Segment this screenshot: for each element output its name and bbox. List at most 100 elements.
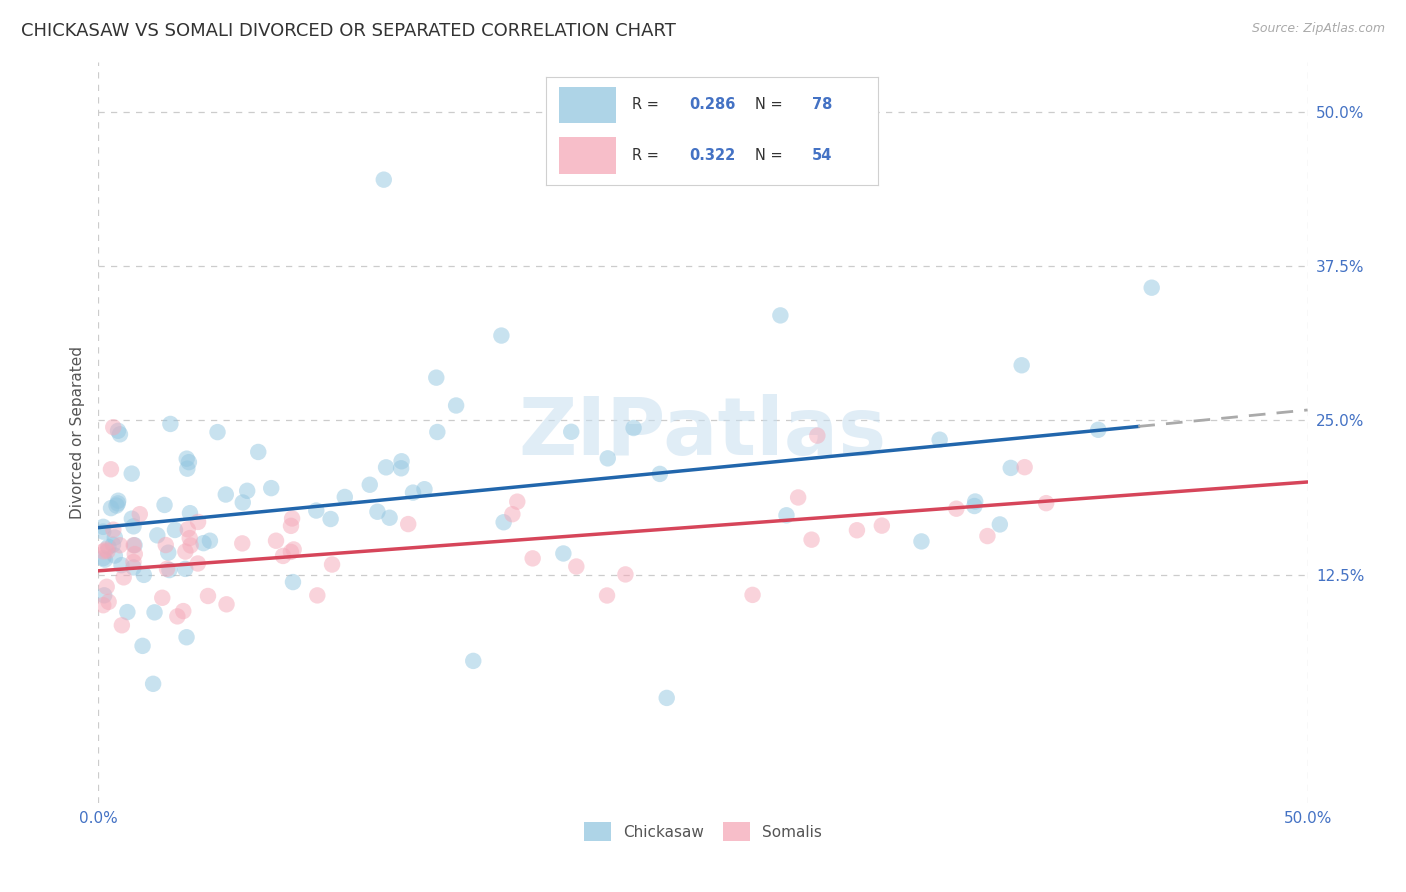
Point	[1140, 281, 1163, 295]
Point	[305, 503, 328, 517]
Point	[1011, 358, 1033, 372]
Point	[180, 538, 202, 552]
Point	[193, 536, 215, 550]
Point	[506, 494, 529, 508]
Point	[150, 591, 173, 605]
Point	[121, 467, 143, 481]
Point	[103, 420, 125, 434]
Point	[91, 551, 114, 566]
Point	[271, 549, 294, 563]
Point	[157, 546, 180, 560]
Point	[100, 462, 122, 476]
Point	[159, 417, 181, 431]
Point	[945, 501, 967, 516]
Point	[787, 491, 810, 505]
Point	[333, 490, 356, 504]
Point	[806, 428, 828, 442]
Point	[375, 460, 398, 475]
Point	[596, 451, 619, 466]
Point	[177, 455, 200, 469]
Point	[97, 595, 120, 609]
Point	[146, 528, 169, 542]
Point	[463, 654, 485, 668]
Point	[769, 309, 792, 323]
Point	[321, 558, 343, 572]
Point	[910, 534, 932, 549]
Point	[378, 510, 401, 524]
Point	[1087, 423, 1109, 437]
Point	[1035, 496, 1057, 510]
Point	[232, 495, 254, 509]
Point	[614, 567, 637, 582]
Point	[596, 589, 619, 603]
Point	[94, 542, 117, 557]
Point	[373, 172, 395, 186]
Point	[215, 487, 238, 501]
Point	[623, 421, 645, 435]
Point	[264, 533, 287, 548]
Point	[174, 544, 197, 558]
Point	[91, 520, 114, 534]
Point	[166, 609, 188, 624]
Point	[96, 580, 118, 594]
Point	[560, 425, 582, 439]
Point	[1000, 461, 1022, 475]
Point	[117, 605, 139, 619]
Point	[965, 494, 987, 508]
Point	[741, 588, 763, 602]
Point	[142, 677, 165, 691]
Point	[174, 562, 197, 576]
Point	[187, 515, 209, 529]
Point	[247, 445, 270, 459]
Point	[112, 570, 135, 584]
Point	[179, 506, 201, 520]
Point	[648, 467, 671, 481]
Point	[425, 370, 447, 384]
Point	[124, 538, 146, 552]
Y-axis label: Divorced or Separated: Divorced or Separated	[69, 346, 84, 519]
Point	[207, 425, 229, 439]
Point	[391, 454, 413, 468]
Point	[176, 630, 198, 644]
Point	[501, 507, 523, 521]
Point	[553, 546, 575, 560]
Point	[132, 567, 155, 582]
Point	[104, 531, 127, 545]
Point	[101, 538, 124, 552]
Point	[110, 558, 132, 573]
Point	[128, 507, 150, 521]
Point	[775, 508, 797, 523]
Point	[280, 545, 302, 559]
Point	[122, 555, 145, 569]
Point	[108, 538, 131, 552]
Point	[122, 560, 145, 574]
Point	[870, 518, 893, 533]
Point	[177, 522, 200, 536]
Point	[172, 604, 194, 618]
Point	[91, 598, 114, 612]
Point	[366, 505, 388, 519]
Point	[107, 493, 129, 508]
Legend: Chickasaw, Somalis: Chickasaw, Somalis	[578, 816, 828, 847]
Point	[155, 538, 177, 552]
Point	[131, 639, 153, 653]
Point	[215, 597, 238, 611]
Point	[156, 562, 179, 576]
Point	[105, 499, 128, 513]
Point	[280, 519, 302, 533]
Point	[107, 424, 129, 438]
Point	[91, 524, 114, 539]
Point	[988, 517, 1011, 532]
Point	[413, 482, 436, 496]
Point	[153, 498, 176, 512]
Point	[122, 519, 145, 533]
Point	[426, 425, 449, 439]
Point	[492, 515, 515, 529]
Point	[100, 501, 122, 516]
Point	[96, 544, 118, 558]
Point	[198, 533, 221, 548]
Point	[928, 433, 950, 447]
Point	[1014, 460, 1036, 475]
Point	[163, 523, 186, 537]
Point	[491, 328, 513, 343]
